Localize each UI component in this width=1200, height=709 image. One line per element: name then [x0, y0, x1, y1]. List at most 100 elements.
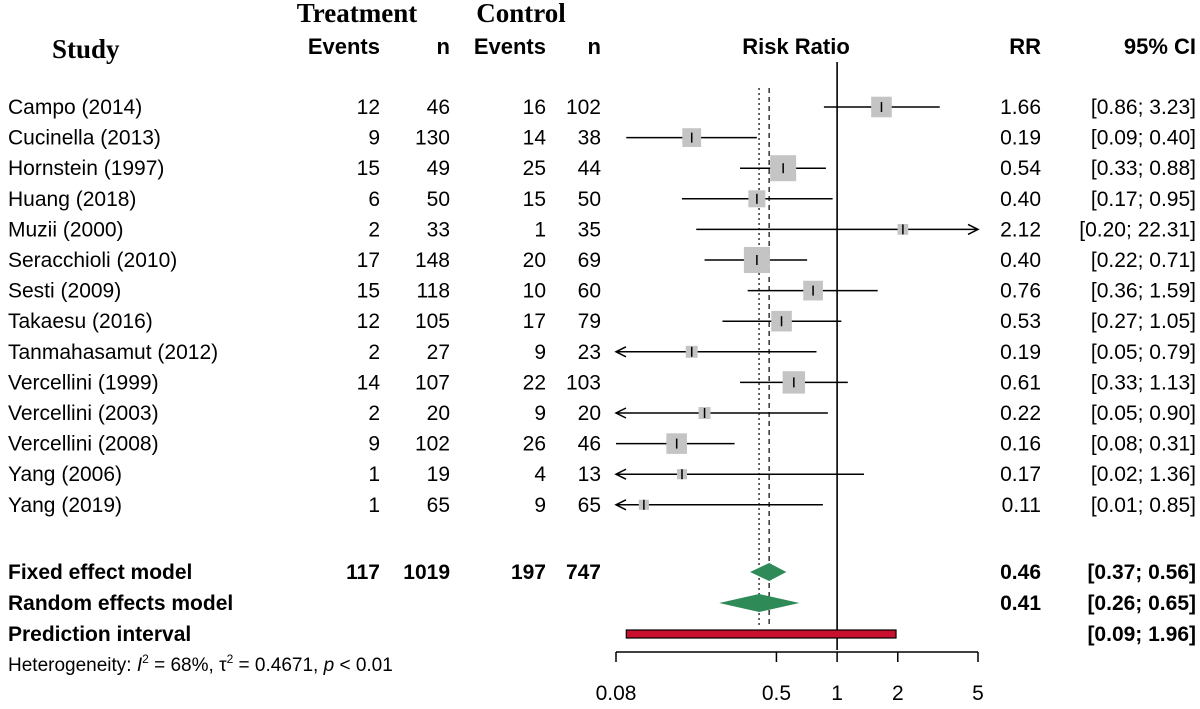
study-rows: Campo (2014) 12 46 16 102 1.66 [0.86; 3.23]Cuc…: [8, 96, 1196, 517]
study-row: Yang (2006) 1 19 4 13 0.17 [0.02; 1.36]: [8, 463, 1196, 486]
treatment-events: 12: [357, 96, 380, 119]
control-n: 35: [578, 218, 601, 241]
treatment-events: 9: [368, 127, 380, 150]
study-name: Takaesu (2016): [8, 310, 153, 333]
control-events: 26: [523, 433, 546, 456]
treatment-events: 2: [368, 218, 380, 241]
ci-value: [0.05; 0.90]: [1091, 402, 1196, 425]
treatment-n: 102: [415, 433, 450, 456]
control-events: 1: [534, 218, 546, 241]
header-treatment-n: n: [437, 34, 450, 59]
header-treatment: Treatment: [297, 0, 417, 28]
random-effects-ci: [0.26; 0.65]: [1087, 592, 1196, 615]
control-events: 9: [534, 341, 546, 364]
heterogeneity-text: Heterogeneity: I2 = 68%, τ2 = 0.4671, p …: [8, 652, 393, 676]
ci-value: [0.36; 1.59]: [1091, 280, 1196, 303]
ci-arrow-left: [614, 407, 627, 419]
ci-value: [0.22; 0.71]: [1091, 249, 1196, 272]
control-events: 9: [534, 494, 546, 517]
treatment-n: 118: [417, 280, 450, 303]
treatment-n: 65: [427, 494, 450, 517]
ci-value: [0.08; 0.31]: [1091, 433, 1196, 456]
study-name: Vercellini (1999): [8, 371, 159, 394]
treatment-n: 49: [427, 157, 450, 180]
ci-value: [0.09; 0.40]: [1091, 127, 1196, 150]
treatment-events: 15: [357, 157, 380, 180]
x-axis: 0.08 0.5 1 2 5: [596, 651, 984, 705]
treatment-events: 6: [368, 188, 380, 211]
rr-value: 0.40: [1000, 188, 1041, 211]
x-tick-label: 1: [831, 682, 843, 705]
control-events: 10: [523, 280, 546, 303]
treatment-n: 105: [415, 310, 450, 333]
control-n: 38: [578, 127, 601, 150]
header-control-n: n: [588, 34, 601, 59]
control-events: 25: [523, 157, 546, 180]
fixed-effect-control-events: 197: [511, 561, 546, 584]
rr-value: 0.76: [1000, 280, 1041, 303]
treatment-events: 17: [357, 249, 380, 272]
rr-value: 0.22: [1000, 402, 1041, 425]
control-n: 50: [578, 188, 601, 211]
rr-value: 0.19: [1000, 127, 1041, 150]
rr-value: 1.66: [1000, 96, 1041, 119]
fixed-effect-rr: 0.46: [1000, 561, 1041, 584]
random-effects-row: Random effects model 0.41 [0.26; 0.65]: [8, 592, 1196, 615]
rr-value: 0.61: [1000, 371, 1041, 394]
study-name: Vercellini (2008): [8, 433, 159, 456]
rr-value: 0.11: [1002, 494, 1041, 517]
ci-arrow-left: [614, 346, 627, 358]
study-name: Muzii (2000): [8, 218, 124, 241]
ci-value: [0.17; 0.95]: [1091, 188, 1196, 211]
study-name: Yang (2006): [8, 463, 122, 486]
treatment-n: 20: [427, 402, 450, 425]
ci-arrow-left: [614, 499, 627, 511]
prediction-interval-name: Prediction interval: [8, 623, 191, 646]
treatment-n: 33: [427, 218, 450, 241]
treatment-n: 107: [415, 371, 450, 394]
control-events: 16: [523, 96, 546, 119]
pooled-rows: Fixed effect model 117 1019 197 747 0.46 [0.37…: [8, 561, 1196, 646]
fixed-effect-diamond: [750, 563, 787, 581]
control-events: 17: [523, 310, 546, 333]
x-tick-label: 5: [972, 682, 984, 705]
ci-value: [0.01; 0.85]: [1091, 494, 1196, 517]
control-n: 103: [566, 371, 601, 394]
control-n: 13: [578, 463, 601, 486]
ci-value: [0.20; 22.31]: [1079, 218, 1196, 241]
x-tick-label: 2: [892, 682, 904, 705]
study-row: Tanmahasamut (2012) 2 27 9 23 0.19 [0.05; 0.79…: [8, 341, 1196, 364]
fixed-effect-treatment-n: 1019: [403, 561, 450, 584]
treatment-events: 9: [368, 433, 380, 456]
control-events: 20: [523, 249, 546, 272]
random-effects-diamond: [719, 594, 800, 612]
treatment-n: 46: [427, 96, 450, 119]
header-risk-ratio: Risk Ratio: [742, 34, 850, 59]
treatment-n: 130: [415, 127, 450, 150]
control-events: 9: [534, 402, 546, 425]
study-row: Seracchioli (2010) 17 148 20 69 0.40 [0.22; 0.…: [8, 249, 1196, 272]
treatment-events: 1: [368, 494, 380, 517]
treatment-events: 1: [368, 463, 380, 486]
ci-value: [0.86; 3.23]: [1091, 96, 1196, 119]
prediction-interval-ci: [0.09; 1.96]: [1087, 623, 1196, 646]
study-row: Takaesu (2016) 12 105 17 79 0.53 [0.27; 1.05]: [8, 310, 1196, 333]
random-effects-name: Random effects model: [8, 592, 233, 615]
ci-value: [0.27; 1.05]: [1091, 310, 1196, 333]
header-treatment-events: Events: [308, 34, 380, 59]
treatment-events: 12: [357, 310, 380, 333]
study-name: Huang (2018): [8, 188, 136, 211]
rr-value: 0.40: [1000, 249, 1041, 272]
control-n: 60: [578, 280, 601, 303]
header-rr: RR: [1009, 34, 1041, 59]
fixed-effect-name: Fixed effect model: [8, 561, 192, 584]
study-row: Hornstein (1997) 15 49 25 44 0.54 [0.33; 0.88]: [8, 157, 1196, 180]
study-name: Campo (2014): [8, 96, 142, 119]
control-n: 69: [578, 249, 601, 272]
study-row: Campo (2014) 12 46 16 102 1.66 [0.86; 3.23]: [8, 96, 1196, 119]
header-control-events: Events: [474, 34, 546, 59]
ci-arrow-left: [614, 468, 627, 480]
control-events: 22: [523, 371, 546, 394]
fixed-effect-row: Fixed effect model 117 1019 197 747 0.46 [0.37…: [8, 561, 1196, 584]
